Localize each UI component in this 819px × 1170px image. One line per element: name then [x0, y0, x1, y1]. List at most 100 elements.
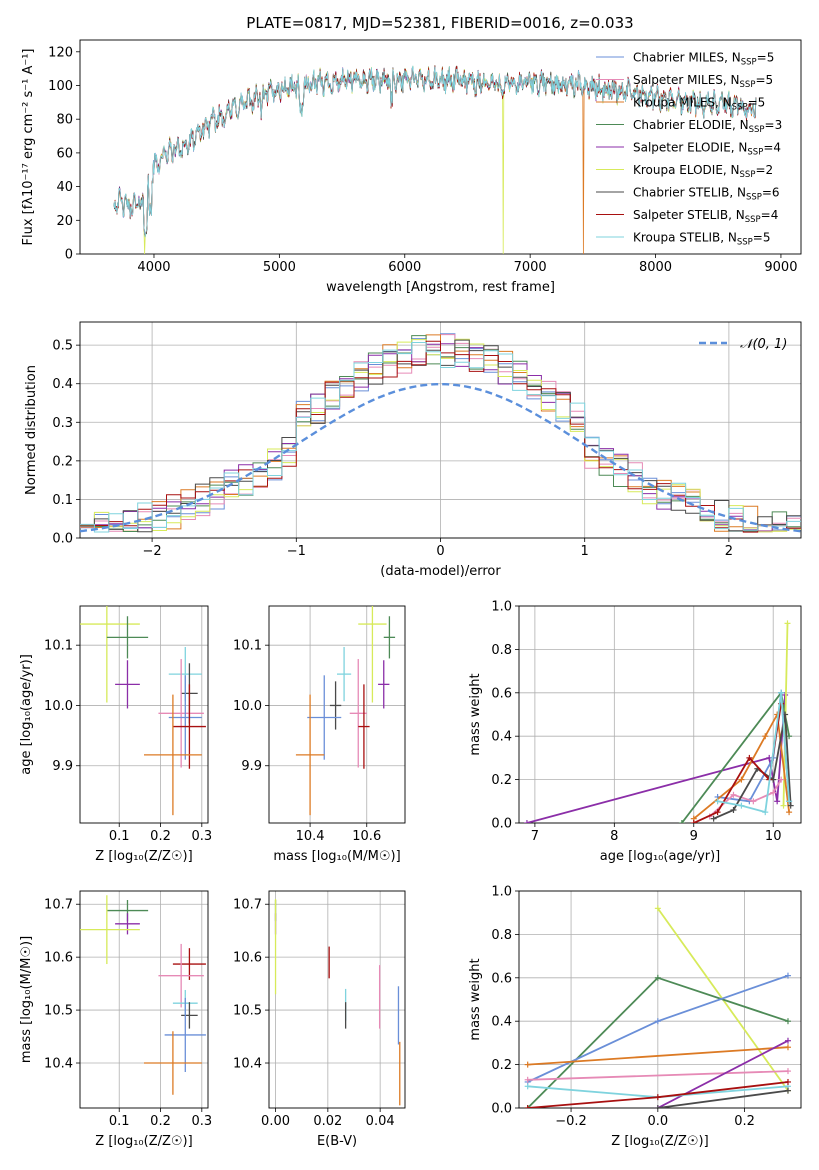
y-tick-label: 80 [56, 113, 73, 128]
x-tick-label: 8 [610, 829, 618, 844]
legend-label-text: Chabrier ELODIE, N [633, 118, 749, 132]
legend-label-sub: SSP [741, 58, 757, 68]
weight-line-salpeter_elodie [526, 694, 786, 823]
legend-label-suffix: =6 [762, 186, 780, 200]
y-tick-label: 0.0 [491, 817, 512, 832]
x-tick-label: 0.2 [150, 829, 171, 844]
spectrum-axes: 4000 5000 6000 7000 8000 9000 0 20 40 60 80 100 120 w… [21, 39, 802, 295]
y-axis-label: age [log₁₀(age/yr)] [19, 654, 34, 775]
x-tick-label: 0.3 [191, 829, 212, 844]
y-tick-label: 1.0 [491, 600, 512, 615]
legend-label-text: Salpeter STELIB, N [633, 208, 745, 222]
x-tick-label: 0.1 [109, 829, 130, 844]
y-tick-label: 10.4 [44, 1057, 73, 1072]
x-axis-label: mass [log₁₀(M/M☉)] [273, 849, 400, 864]
x-tick-label: 4000 [137, 260, 170, 275]
mass_weight_vs_age-axes: 7 8 9 10 0.0 0.2 0.4 0.6 0.8 1.0 age [log₁₀(age/yr… [468, 600, 802, 864]
x-tick-label: 0.02 [313, 1114, 342, 1129]
x-tick-label: −1 [287, 544, 306, 559]
mass_weight_vs_age-frame [518, 605, 802, 824]
x-axis-label: Z [log₁₀(Z/Z☉)] [95, 849, 192, 864]
figure-title: PLATE=0817, MJD=52381, FIBERID=0016, z=0… [246, 14, 633, 32]
legend-label-text: Chabrier MILES, N [633, 51, 741, 65]
y-tick-label: 0.5 [52, 339, 73, 354]
y-tick-label: 10.5 [44, 1004, 73, 1019]
y-tick-label: 0.1 [52, 493, 73, 508]
x-axis-label: (data-model)/error [380, 564, 501, 579]
legend-label-kroupa_miles: Kroupa MILES, NSSP=5 [633, 96, 765, 113]
age_vs_mass-errorbars [295, 606, 396, 816]
legend-label-sub: SSP [740, 80, 756, 90]
x-tick-label: −2 [143, 544, 162, 559]
y-tick-label: 10.5 [233, 1004, 262, 1019]
mass_vs_Z-frame [79, 890, 209, 1109]
legend-label-salpeter_miles: Salpeter MILES, NSSP=5 [633, 73, 773, 90]
legend-label-sub: SSP [737, 238, 753, 248]
y-tick-label: 0.6 [491, 971, 512, 986]
y-tick-label: 10.7 [233, 898, 262, 913]
y-tick-label: 10.1 [44, 639, 73, 654]
weight-line-chabrier_stelib [657, 1089, 789, 1108]
x-tick-label: 5000 [263, 260, 296, 275]
y-tick-label: 10.1 [233, 639, 262, 654]
residual-histograms [80, 333, 801, 533]
y-tick-label: 0.4 [491, 1015, 512, 1030]
x-tick-label: 1 [581, 544, 589, 559]
legend-label-suffix: =2 [755, 163, 773, 177]
mass_vs_Z-axes: 0.1 0.2 0.3 10.4 10.5 10.6 10.7 Z [log₁₀(Z/Z☉)]… [19, 890, 212, 1149]
histogram-salpeter_stelib [80, 340, 801, 533]
y-tick-label: 100 [48, 79, 73, 94]
y-axis-label: mass weight [468, 958, 483, 1040]
y-axis-label: Normed distribution [24, 365, 39, 495]
subplots-container: 4000 5000 6000 7000 8000 9000020406080100120w… [19, 39, 802, 1149]
y-tick-label: 40 [56, 180, 73, 195]
legend-label-salpeter_elodie: Salpeter ELODIE, NSSP=4 [633, 141, 781, 158]
legend-label-chabrier_stelib: Chabrier STELIB, NSSP=6 [633, 186, 780, 203]
legend-label-text: Kroupa ELODIE, N [633, 163, 740, 177]
weight-line-kroupa_miles [527, 1046, 789, 1066]
y-tick-label: 10.0 [44, 699, 73, 714]
legend-label-suffix: =5 [753, 231, 771, 245]
x-tick-label: 0.00 [261, 1114, 290, 1129]
x-tick-label: 0.0 [647, 1114, 668, 1129]
x-tick-label: 8000 [639, 260, 672, 275]
x-axis-label: Z [log₁₀(Z/Z☉)] [95, 1134, 192, 1149]
y-tick-label: 1.0 [491, 885, 512, 900]
mass_vs_ebv-errorbars [274, 898, 401, 1106]
x-tick-label: 7000 [514, 260, 547, 275]
y-tick-label: 0.2 [491, 773, 512, 788]
x-tick-label: 6000 [388, 260, 421, 275]
mass_weight_vs_age-series [523, 620, 794, 823]
x-tick-label: 0.3 [191, 1114, 212, 1129]
y-tick-label: 0.0 [491, 1102, 512, 1117]
legend-label-text: Salpeter MILES, N [633, 73, 740, 87]
x-tick-label: 10.4 [296, 829, 325, 844]
y-tick-label: 0 [65, 248, 73, 263]
legend-label-suffix: =4 [763, 141, 781, 155]
legend-label-sub: SSP [747, 148, 763, 158]
legend-label-salpeter_stelib: Salpeter STELIB, NSSP=4 [633, 208, 778, 225]
age_vs_Z-frame [79, 605, 209, 824]
x-tick-label: 10.6 [352, 829, 381, 844]
normal-curve [80, 382, 801, 533]
mass_vs_ebv-axes: 0.00 0.02 0.04 10.4 10.5 10.6 10.7 E(B-V) [233, 890, 406, 1149]
y-tick-label: 0.4 [52, 377, 73, 392]
x-axis-label: age [log₁₀(age/yr)] [600, 849, 721, 864]
y-tick-label: 0.3 [52, 416, 73, 431]
legend-label-sub: SSP [745, 215, 761, 225]
y-axis-label: mass weight [468, 673, 483, 755]
x-tick-label: −0.2 [555, 1114, 587, 1129]
residuals-axes: −2 −1 0 1 2 0.0 0.1 0.2 0.3 0.4 0.5 (data-model)/er… [24, 321, 802, 579]
y-tick-label: 0.8 [491, 643, 512, 658]
x-tick-label: 0.04 [366, 1114, 395, 1129]
x-tick-label: 2 [725, 544, 733, 559]
age_vs_mass-frame [268, 605, 406, 824]
mass_vs_Z-errorbars [80, 895, 206, 1095]
y-tick-label: 10.0 [233, 699, 262, 714]
y-tick-label: 10.4 [233, 1057, 262, 1072]
age_vs_Z-axes: 0.1 0.2 0.3 9.9 10.0 10.1 Z [log₁₀(Z/Z☉)] age [… [19, 605, 212, 864]
x-tick-label: 0.2 [734, 1114, 755, 1129]
y-axis-label: mass [log₁₀(M/M☉)] [19, 936, 34, 1063]
y-tick-label: 9.9 [52, 759, 73, 774]
